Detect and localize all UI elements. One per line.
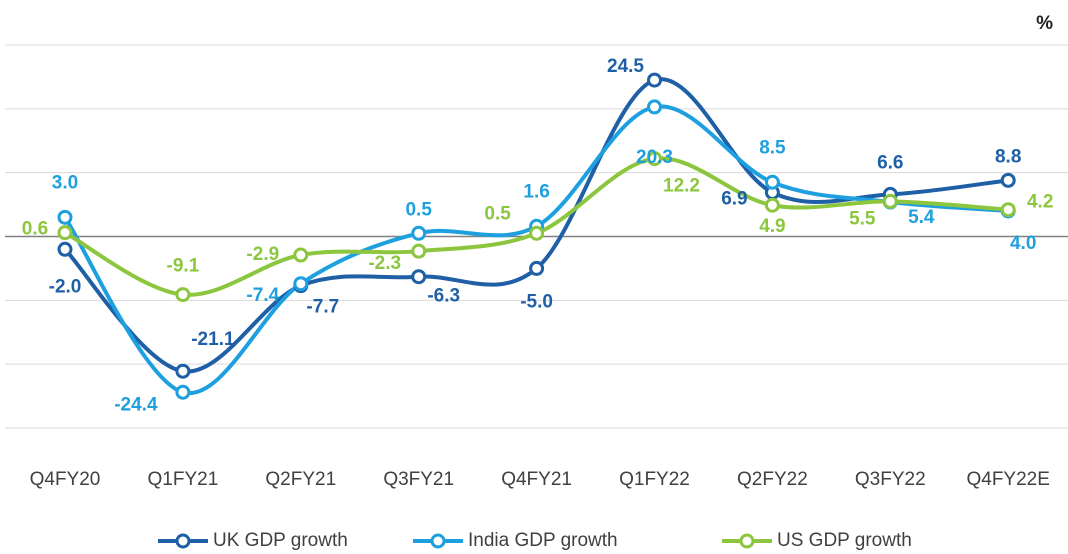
data-label: -24.4: [114, 394, 158, 415]
x-tick-label: Q3FY21: [383, 469, 454, 490]
x-tick-label: Q2FY22: [737, 469, 808, 490]
data-label: 20.3: [636, 147, 673, 168]
legend-label: India GDP growth: [468, 530, 618, 551]
unit-label: %: [1036, 13, 1053, 34]
data-label: 5.4: [908, 207, 935, 228]
data-point: [529, 260, 545, 276]
data-label: 1.6: [523, 181, 549, 202]
x-tick-label: Q2FY21: [265, 469, 336, 490]
data-label: -5.0: [520, 291, 553, 312]
x-tick-label: Q4FY20: [30, 469, 101, 490]
data-point: [57, 225, 73, 241]
data-point: [647, 72, 662, 88]
data-point: [647, 99, 662, 115]
data-point: [293, 247, 309, 263]
data-label: 5.5: [849, 208, 876, 229]
data-point: [411, 269, 427, 285]
x-tick-label: Q1FY21: [148, 469, 219, 490]
data-label: 8.8: [995, 146, 1021, 167]
data-label: 6.9: [721, 188, 747, 209]
legend-item: UK GDP growth: [158, 530, 348, 551]
legend-marker: [739, 533, 755, 549]
data-label: 8.5: [759, 137, 786, 158]
data-point: [647, 151, 662, 167]
data-label: -2.9: [246, 244, 279, 265]
legend-marker: [175, 533, 191, 549]
data-label: -6.3: [427, 286, 460, 307]
data-label: 0.5: [405, 199, 432, 220]
data-point: [175, 287, 191, 303]
data-label: -7.4: [246, 285, 279, 306]
data-label: 4.2: [1027, 192, 1053, 213]
data-label: 4.0: [1010, 233, 1036, 254]
data-label: 0.6: [22, 219, 48, 240]
data-point: [411, 225, 427, 241]
legend-marker: [430, 533, 446, 549]
data-point: [175, 384, 191, 400]
x-tick-label: Q3FY22: [855, 469, 926, 490]
data-point: [882, 193, 898, 209]
data-label: 24.5: [607, 56, 644, 77]
legend-item: India GDP growth: [413, 530, 618, 551]
data-point: [411, 243, 427, 259]
data-label: -2.0: [49, 276, 82, 297]
data-point: [1000, 172, 1016, 188]
data-label: -21.1: [191, 329, 235, 350]
x-tick-label: Q4FY22E: [966, 469, 1049, 490]
data-label: -9.1: [167, 256, 200, 277]
data-point: [57, 241, 73, 257]
data-point: [529, 225, 545, 241]
data-label: 0.5: [484, 203, 511, 224]
data-point: [57, 209, 73, 225]
data-point: [764, 197, 780, 213]
data-label: -7.7: [306, 297, 339, 318]
x-tick-label: Q4FY21: [501, 469, 572, 490]
data-point: [293, 276, 309, 292]
data-label: 12.2: [663, 176, 700, 197]
x-tick-label: Q1FY22: [619, 469, 690, 490]
data-point: [1000, 202, 1016, 218]
data-label: 6.6: [877, 152, 903, 173]
legend-label: US GDP growth: [777, 530, 912, 551]
legend-label: UK GDP growth: [213, 530, 348, 551]
legend-item: US GDP growth: [722, 530, 912, 551]
data-point: [175, 363, 191, 379]
data-label: -2.3: [368, 253, 401, 274]
data-point: [764, 174, 780, 190]
data-label: 4.9: [759, 216, 785, 237]
data-label: 3.0: [52, 172, 78, 193]
